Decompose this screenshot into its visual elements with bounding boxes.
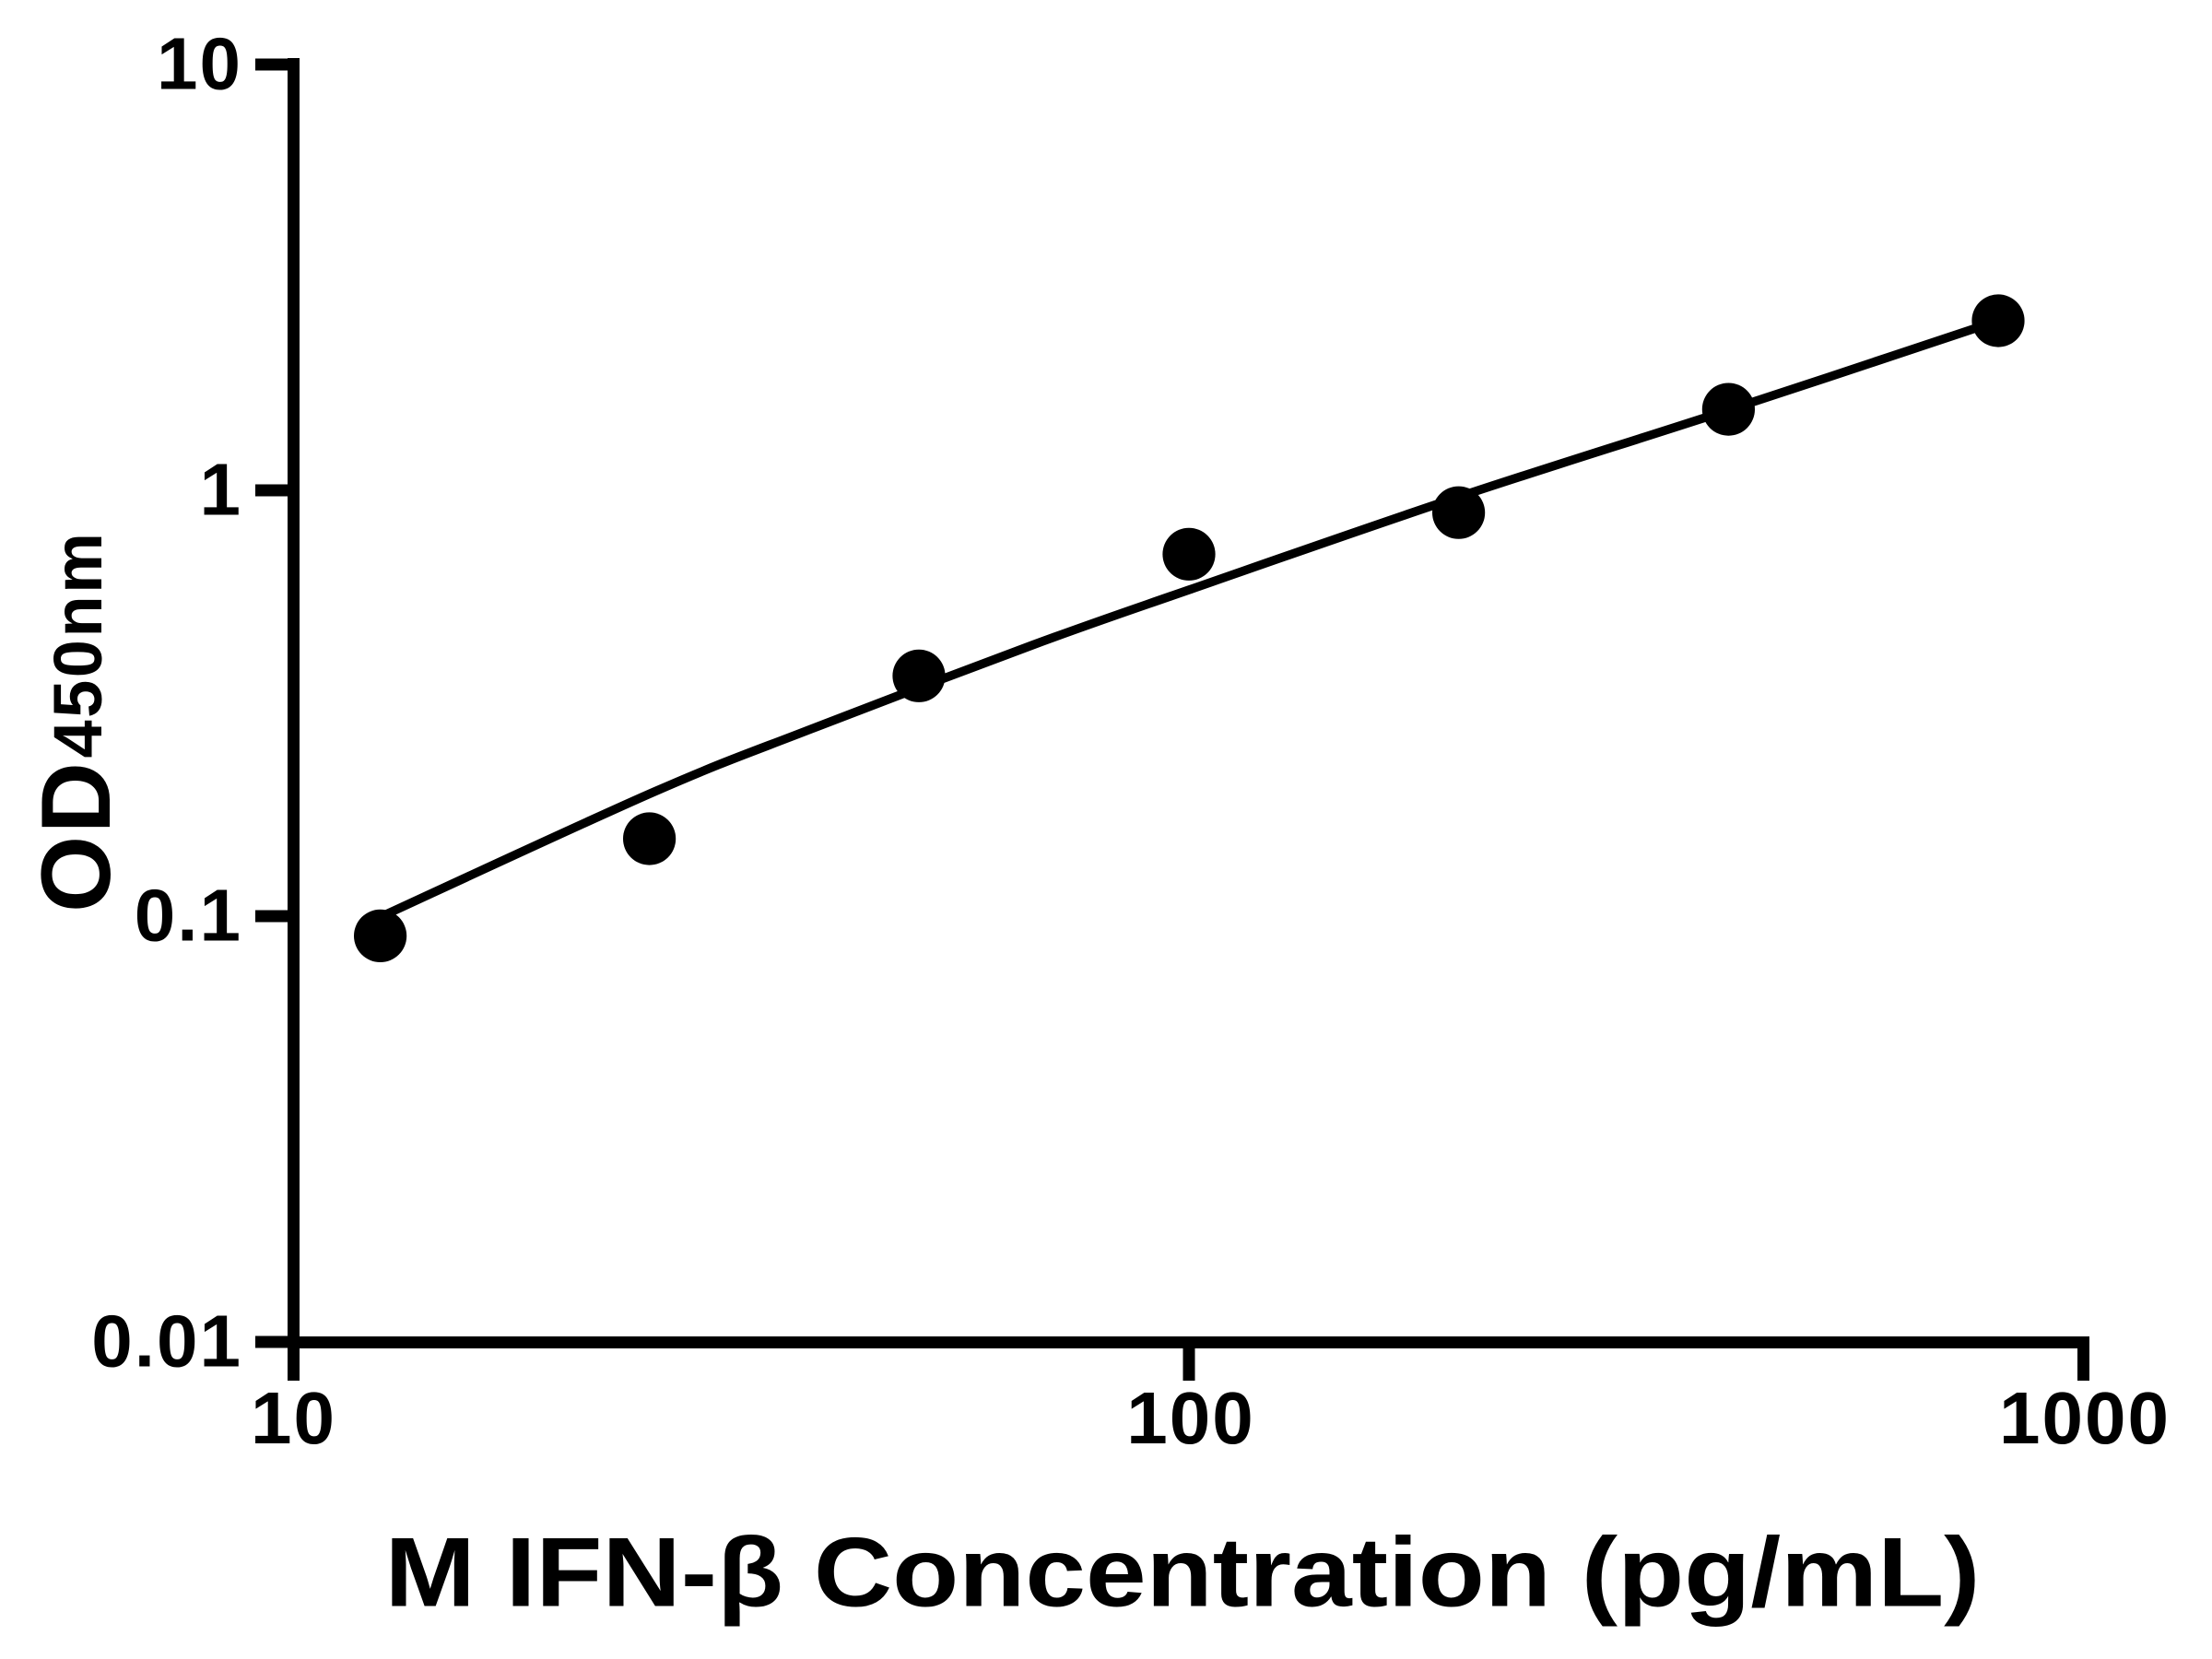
svg-text:100: 100 (1126, 1377, 1254, 1459)
svg-text:1: 1 (200, 449, 243, 531)
svg-text:M IFN-β Concentration (pg/mL): M IFN-β Concentration (pg/mL) (385, 1517, 1981, 1628)
svg-text:1000: 1000 (1999, 1377, 2171, 1459)
svg-text:10: 10 (157, 23, 242, 105)
svg-text:0.1: 0.1 (135, 875, 242, 957)
svg-text:OD450nm: OD450nm (20, 531, 131, 912)
svg-text:0.01: 0.01 (91, 1300, 242, 1382)
svg-text:10: 10 (251, 1377, 336, 1459)
